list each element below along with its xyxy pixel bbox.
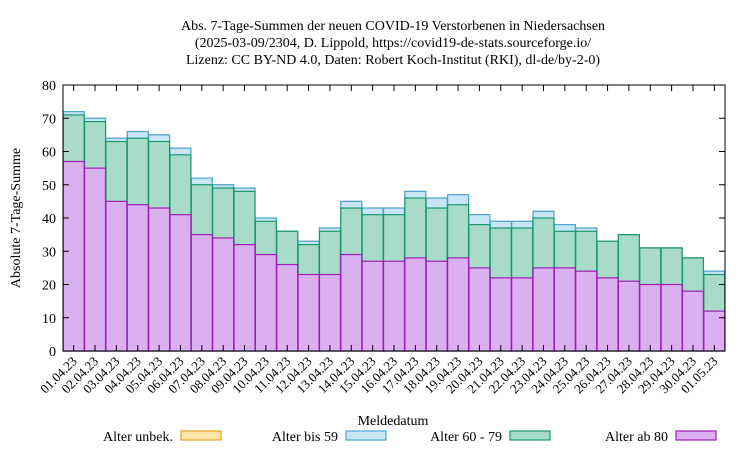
series-alter-ab-80 [62,160,726,352]
bar [660,283,683,352]
bar [126,204,149,352]
y-tick-label: 0 [49,345,56,360]
y-tick-label: 60 [42,146,56,161]
bar [511,277,534,352]
legend-label: Alter 60 - 79 [430,430,502,445]
bar [83,167,107,352]
bar [340,253,363,352]
title-line-2: (2025-03-09/2304, D. Lippold, https://co… [195,36,591,51]
bars-layer [62,110,726,352]
bar [639,283,662,352]
chart-title: Abs. 7-Tage-Summen der neuen COVID-19 Ve… [181,19,605,68]
bar [382,260,406,352]
bar [105,200,128,352]
y-tick-label: 30 [42,245,56,260]
bar [575,270,598,352]
y-axis: 0 10 20 30 40 50 60 70 80 [42,79,725,360]
legend-label: Alter unbek. [103,430,173,445]
bar [148,207,171,352]
bar [212,237,235,352]
bar [297,273,320,352]
legend-label: Alter ab 80 [605,430,668,445]
legend-swatch [675,430,717,441]
bar [553,267,576,352]
legend-item: Alter 60 - 79 [430,430,551,445]
title-line-1: Abs. 7-Tage-Summen der neuen COVID-19 Ve… [181,19,605,34]
bar [190,234,213,352]
bar [468,267,491,352]
bar [489,277,512,352]
y-axis-label: Absolute 7-Tage-Summe [9,148,24,288]
y-tick-label: 70 [42,112,56,127]
bar [447,257,470,352]
title-line-3: Lizenz: CC BY-ND 4.0, Daten: Robert Koch… [186,53,600,68]
bar [233,244,256,352]
legend-label: Alter bis 59 [272,430,338,445]
bar [617,280,640,352]
legend-swatch [345,430,387,441]
y-tick-label: 10 [42,312,56,327]
bar [318,273,342,352]
bar [596,277,619,352]
y-tick-label: 40 [42,212,56,227]
bar [681,290,705,352]
bar [361,260,384,352]
x-axis-label: Meldedatum [358,414,429,429]
bar [169,214,192,352]
bar [404,257,427,352]
bar [532,267,555,352]
y-tick-label: 50 [42,179,56,194]
bar [254,253,277,352]
legend-item: Alter unbek. [103,430,222,445]
bar [276,263,299,352]
legend-item: Alter ab 80 [605,430,717,445]
bar [62,160,85,352]
legend-swatch [509,430,551,441]
legend-item: Alter bis 59 [272,430,387,445]
y-tick-label: 20 [42,279,56,294]
legend-swatch [180,430,222,441]
y-tick-label: 80 [42,79,56,94]
legend: Alter unbek. Alter bis 59 Alter 60 - 79 Alt… [103,430,717,445]
bar [425,260,448,352]
